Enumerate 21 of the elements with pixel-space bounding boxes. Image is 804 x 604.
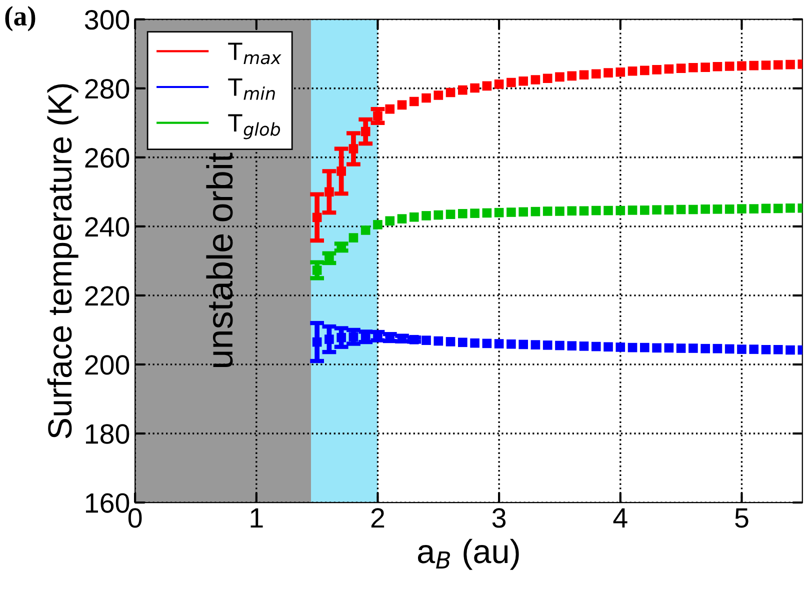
x-tick-label: 3 [492,508,506,528]
x-tick-label: 0 [128,508,142,528]
y-tick-label: 240 [85,217,130,237]
legend-label: T$_{min}$ [228,78,275,100]
band-label: unstable orbit [206,152,233,367]
y-tick-label: 160 [86,493,130,513]
y-tick-label: 300 [84,10,130,30]
y-tick-label: 200 [85,355,130,375]
legend-label: T$_{max}$ [228,42,282,64]
y-tick-label: 220 [85,286,130,306]
x-tick-label: 1 [250,508,263,528]
y-tick-label: 180 [86,424,130,444]
chart-title: (a) [5,6,36,32]
x-tick-label: 4 [613,508,628,528]
x-axis-title: a$_{B}$ (au) [418,538,519,570]
x-tick-label: 5 [735,508,748,528]
y-tick-label: 260 [85,148,130,168]
legend-label: T$_{glob}$ [228,114,280,140]
y-axis-title: Surface temperature (K) [47,84,78,438]
x-tick-label: 2 [371,508,384,528]
y-tick-label: 280 [85,79,130,99]
